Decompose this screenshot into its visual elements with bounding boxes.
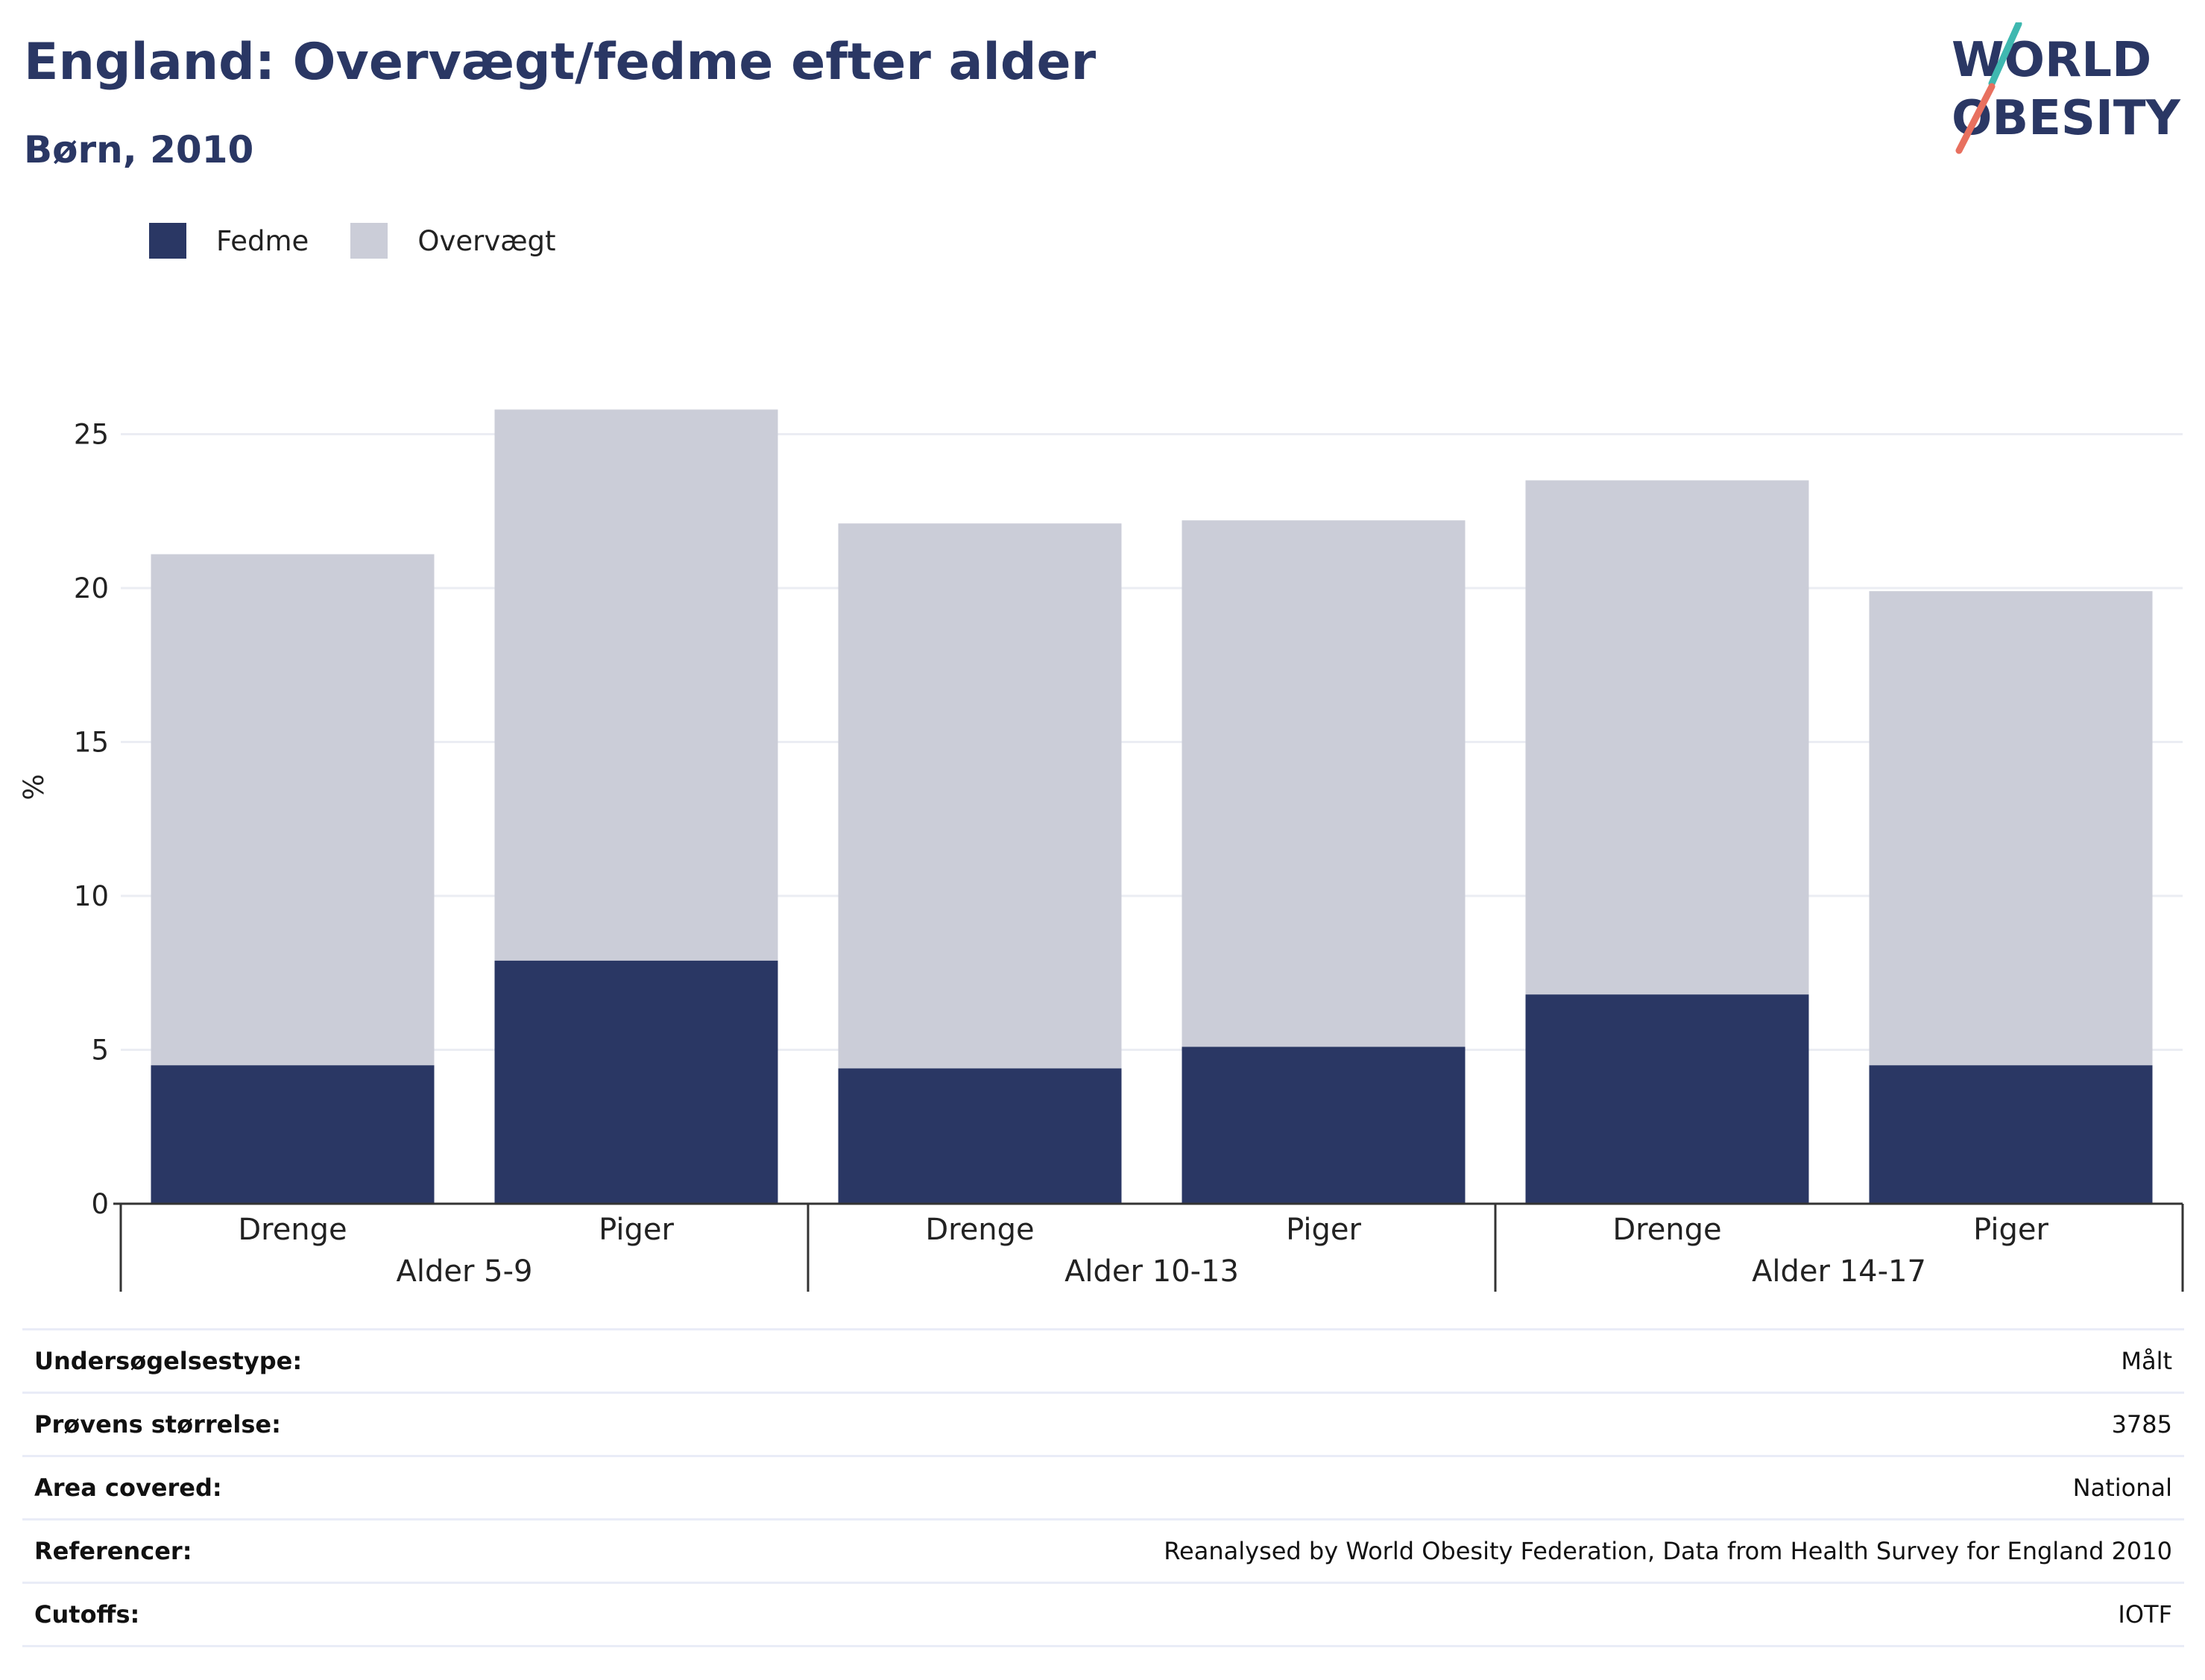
y-tick-label: 0 xyxy=(91,1188,109,1220)
info-key: Area covered: xyxy=(22,1455,499,1520)
x-group-label: Alder 5-9 xyxy=(397,1254,533,1289)
bar-overv-gt xyxy=(1525,480,1809,995)
chart-legend: Fedme Overvægt xyxy=(149,222,598,259)
legend-swatch-overvaegt xyxy=(350,223,388,259)
bar-overv-gt xyxy=(1869,591,2153,1066)
bar-overv-gt xyxy=(151,554,435,1066)
bar-overv-gt xyxy=(1182,520,1466,1047)
legend-item-fedme[interactable]: Fedme xyxy=(149,223,309,259)
bar-fedme xyxy=(1182,1046,1466,1204)
bar-fedme xyxy=(151,1065,435,1204)
x-tick-label: Piger xyxy=(1286,1213,1361,1247)
y-tick-label: 20 xyxy=(74,572,109,604)
bar-fedme xyxy=(494,960,778,1204)
x-tick-label: Piger xyxy=(599,1213,674,1247)
legend-label-overvaegt: Overvægt xyxy=(417,224,556,257)
info-key: Referencer: xyxy=(22,1518,499,1583)
legend-item-overvaegt[interactable]: Overvægt xyxy=(350,223,556,259)
bar-overv-gt xyxy=(838,523,1122,1069)
info-table: Undersøgelsestype: Målt Prøvens størrels… xyxy=(22,1328,2184,1647)
y-tick-label: 15 xyxy=(74,727,109,759)
x-tick-label: Piger xyxy=(1973,1213,2048,1247)
bar-fedme xyxy=(1525,994,1809,1204)
info-row-cutoffs: Cutoffs: IOTF xyxy=(22,1582,2184,1647)
legend-swatch-fedme xyxy=(149,223,186,259)
x-group-label: Alder 10-13 xyxy=(1064,1254,1239,1289)
info-value: 3785 xyxy=(498,1392,2184,1456)
x-tick-label: Drenge xyxy=(1612,1213,1721,1247)
info-key: Undersøgelsestype: xyxy=(22,1328,499,1393)
info-row-area-covered: Area covered: National xyxy=(22,1455,2184,1520)
svg-text:OBESITY: OBESITY xyxy=(1952,91,2180,146)
y-axis-label: % xyxy=(18,774,50,800)
bar-fedme xyxy=(838,1068,1122,1204)
bar-overv-gt xyxy=(494,409,778,961)
world-obesity-logo: WORLD OBESITY xyxy=(1952,22,2180,154)
x-tick-label: Drenge xyxy=(925,1213,1034,1247)
info-value: Reanalysed by World Obesity Federation, … xyxy=(498,1518,2184,1583)
bar-fedme xyxy=(1869,1065,2153,1204)
chart-title: England: Overvægt/fedme efter alder xyxy=(24,33,1097,92)
info-value: Målt xyxy=(498,1328,2184,1393)
info-row-sample-size: Prøvens størrelse: 3785 xyxy=(22,1392,2184,1456)
y-tick-label: 5 xyxy=(91,1035,109,1067)
info-row-survey-type: Undersøgelsestype: Målt xyxy=(22,1328,2184,1393)
info-key: Prøvens størrelse: xyxy=(22,1392,499,1456)
x-tick-label: Drenge xyxy=(238,1213,347,1247)
x-group-label: Alder 14-17 xyxy=(1752,1254,1926,1289)
svg-text:WORLD: WORLD xyxy=(1952,33,2151,88)
info-key: Cutoffs: xyxy=(22,1582,499,1647)
info-value: IOTF xyxy=(498,1582,2184,1647)
legend-label-fedme: Fedme xyxy=(216,224,309,257)
info-row-references: Referencer: Reanalysed by World Obesity … xyxy=(22,1518,2184,1583)
bar-chart: 0 5 10 15 20 25% Drenge Piger Alder 5-9 Drenge Pig… xyxy=(18,409,2184,1292)
y-tick-label: 25 xyxy=(74,419,109,451)
y-tick-label: 10 xyxy=(74,880,109,912)
chart-subtitle: Børn, 2010 xyxy=(24,128,254,171)
info-value: National xyxy=(498,1455,2184,1520)
